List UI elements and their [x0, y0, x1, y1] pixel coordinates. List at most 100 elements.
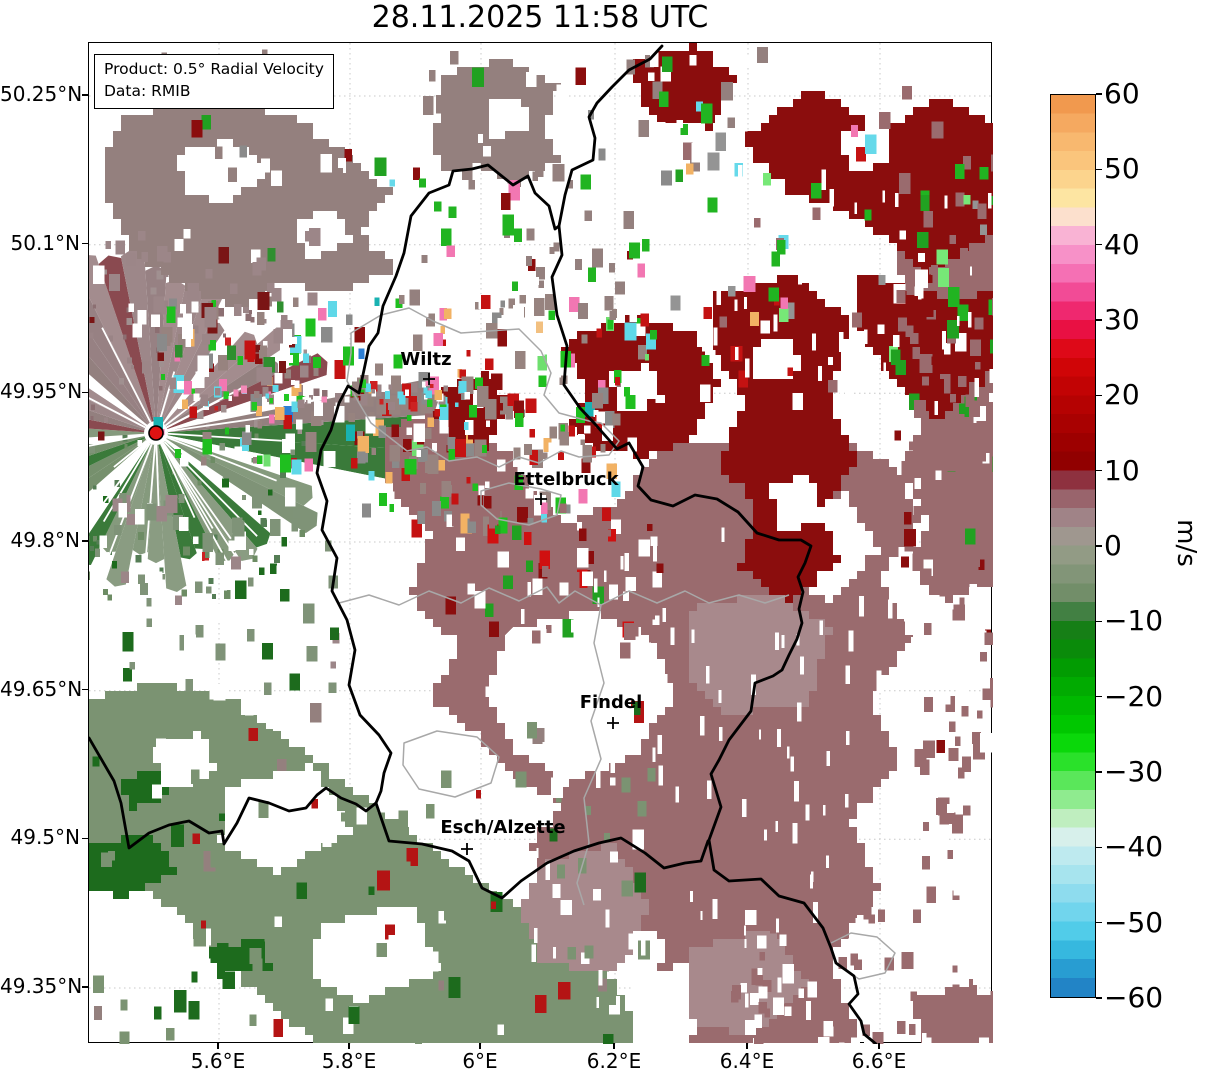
city-label-esch-alzette: Esch/Alzette	[440, 817, 565, 838]
colorbar-band	[1051, 677, 1095, 697]
colorbar-band	[1051, 526, 1095, 547]
echo-region-hole-green-1	[217, 763, 353, 875]
city-marker-findel	[607, 717, 619, 729]
colorbar-band	[1051, 977, 1095, 998]
colorbar-tick-label: −20	[1104, 679, 1164, 713]
colorbar-band	[1051, 602, 1095, 622]
y-tick-label: 49.35°N	[0, 974, 83, 998]
x-tick-mark	[878, 1043, 880, 1049]
colorbar-tick-mark	[1096, 394, 1102, 397]
colorbar-tick-label: −50	[1104, 905, 1164, 939]
city-marker-esch-alzette	[461, 843, 473, 855]
colorbar-tick-mark	[1096, 243, 1102, 246]
colorbar-band	[1051, 301, 1095, 321]
city-label-wiltz: Wiltz	[400, 349, 451, 370]
colorbar-tick-mark	[1096, 469, 1102, 472]
colorbar-tick-label: 30	[1104, 303, 1140, 336]
colorbar-tick-label: 10	[1104, 453, 1140, 487]
border-luxembourg-west	[315, 163, 710, 900]
city-label-ettelbruck: Ettelbruck	[513, 469, 619, 490]
colorbar-tick-label: −40	[1104, 830, 1164, 864]
speckle-noise	[92, 46, 993, 1044]
echo-region-hole-green-3	[153, 731, 217, 795]
colorbar-band	[1051, 282, 1095, 303]
colorbar-band	[1051, 808, 1095, 829]
y-tick-mark	[82, 540, 88, 542]
colorbar-band	[1051, 414, 1095, 434]
colorbar-band	[1051, 827, 1095, 847]
city-marker-wiltz	[423, 373, 435, 385]
y-tick-label: 49.5°N	[10, 825, 81, 850]
echo-region-hole-topleft-2	[289, 211, 353, 259]
colorbar-band	[1051, 752, 1095, 772]
colorbar-band	[1051, 865, 1095, 885]
admin-line-canton-ettelbruck-loop	[480, 482, 562, 526]
city-layer: Wiltz Ettelbruck Findel Esch/Alzette	[400, 349, 642, 855]
colorbar-band	[1051, 226, 1095, 246]
colorbar-tick-label: 40	[1104, 227, 1140, 261]
y-tick-mark	[82, 94, 88, 96]
colorbar-tick-label: 50	[1104, 152, 1140, 186]
colorbar-band	[1051, 714, 1095, 735]
colorbar-tick-label: 0	[1104, 529, 1122, 562]
colorbar-band	[1051, 169, 1095, 190]
colorbar-band	[1051, 564, 1095, 584]
colorbar-band	[1051, 771, 1095, 791]
colorbar-band	[1051, 207, 1095, 227]
colorbar-band	[1051, 489, 1095, 509]
colorbar	[1050, 94, 1096, 998]
colorbar-tick-mark	[1096, 997, 1102, 999]
y-tick-mark	[82, 391, 88, 393]
colorbar-tick-mark	[1096, 620, 1102, 623]
colorbar-band	[1051, 94, 1095, 115]
admin-lines	[338, 307, 896, 980]
border-belgium-france	[89, 736, 378, 850]
colorbar-band	[1051, 395, 1095, 415]
admin-line-river-bottomright	[830, 932, 896, 980]
product-label: Product: 0.5° Radial Velocity	[104, 60, 324, 78]
colorbar-tick-label: 20	[1104, 378, 1140, 412]
colorbar-tick-mark	[1096, 771, 1102, 773]
colorbar-band	[1051, 940, 1095, 960]
colorbar-tick-label: −30	[1104, 755, 1164, 788]
colorbar-band	[1051, 113, 1095, 133]
y-tick-mark	[82, 689, 88, 691]
colorbar-band	[1051, 639, 1095, 660]
colorbar-band	[1051, 789, 1095, 810]
colorbar-band	[1051, 902, 1095, 923]
colorbar-tick-label: −60	[1104, 981, 1164, 1014]
echo-region-hole-topcenter	[481, 99, 529, 139]
colorbar-gradient	[1051, 94, 1095, 998]
admin-line-canton-central-ns	[576, 604, 605, 906]
colorbar-unit-label: m/s	[1171, 519, 1201, 567]
colorbar-tick-label: −10	[1104, 604, 1164, 638]
y-tick-label: 50.25°N	[0, 82, 83, 106]
page-title: 28.11.2025 11:58 UTC	[371, 0, 709, 35]
echo-region-hole-topleft-1	[177, 139, 273, 203]
colorbar-tick-mark	[1096, 545, 1102, 547]
product-info-box: Product: 0.5° Radial Velocity Data: RMIB	[94, 54, 334, 109]
echo-region-mauve-light-2	[521, 843, 649, 971]
colorbar-band	[1051, 357, 1095, 378]
colorbar-tick-mark	[1096, 846, 1102, 849]
colorbar-band	[1051, 508, 1095, 528]
colorbar-band	[1051, 959, 1095, 979]
colorbar-tick-mark	[1096, 695, 1102, 698]
admin-line-canton-esch-loop	[402, 730, 500, 798]
colorbar-band	[1051, 132, 1095, 152]
colorbar-band	[1051, 583, 1095, 603]
y-tick-mark	[82, 243, 88, 245]
colorbar-band	[1051, 188, 1095, 209]
echo-region-hole-red4b	[769, 475, 825, 531]
colorbar-band	[1051, 470, 1095, 490]
radar-site-marker	[148, 425, 164, 441]
colorbar-band	[1051, 696, 1095, 716]
x-tick-label: 6.2°E	[586, 1049, 642, 1073]
x-tick-mark	[479, 1043, 481, 1049]
colorbar-band	[1051, 733, 1095, 754]
city-marker-ettelbruck	[535, 493, 547, 505]
x-tick-mark	[348, 1043, 350, 1049]
colorbar-band	[1051, 376, 1095, 396]
x-tick-label: 5.6°E	[190, 1049, 246, 1073]
colorbar-tick-mark	[1096, 93, 1102, 95]
